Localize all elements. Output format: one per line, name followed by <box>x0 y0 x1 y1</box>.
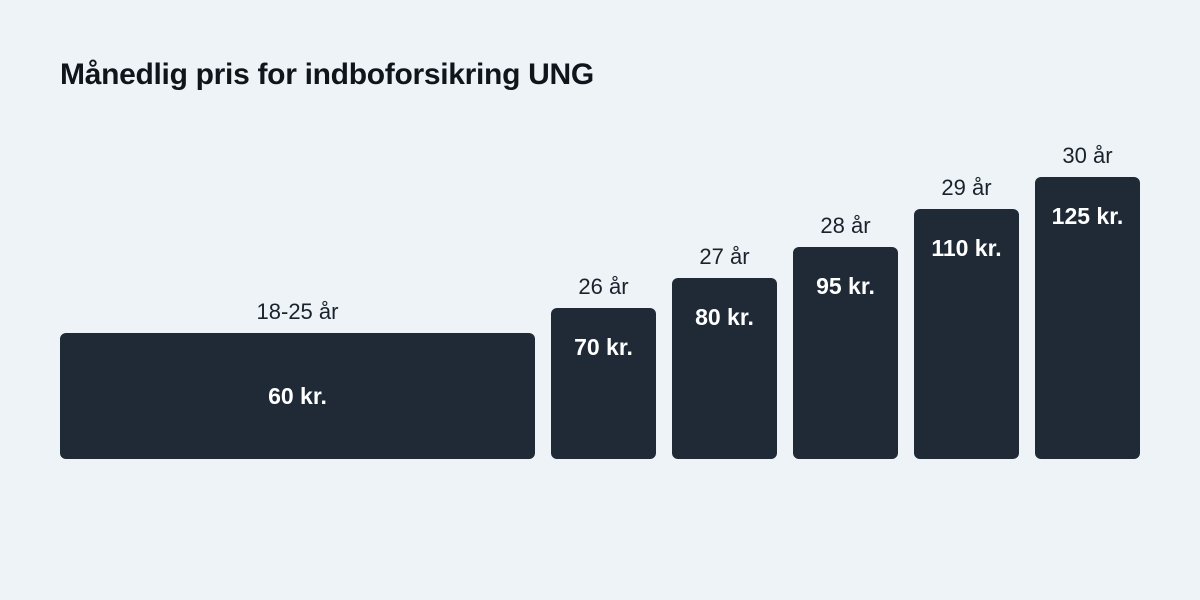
category-label: 28 år <box>820 213 871 238</box>
bar-group-28-år: 28 år 95 kr. <box>793 213 898 459</box>
bar-group-30-år: 30 år 125 kr. <box>1035 143 1140 459</box>
value-label: 110 kr. <box>931 235 1002 261</box>
value-label: 60 kr. <box>268 383 327 409</box>
value-label: 70 kr. <box>574 334 633 360</box>
bar-group-26-år: 26 år 70 kr. <box>551 274 656 459</box>
category-label: 29 år <box>941 175 992 200</box>
bar <box>60 333 535 459</box>
bar <box>914 209 1019 459</box>
bar <box>551 308 656 459</box>
bar <box>672 278 777 459</box>
value-label: 125 kr. <box>1051 203 1124 229</box>
chart-title: Månedlig pris for indboforsikring UNG <box>60 58 594 91</box>
bar <box>793 247 898 459</box>
value-label: 95 kr. <box>816 273 875 299</box>
bar <box>1035 177 1140 459</box>
category-label: 18-25 år <box>256 299 339 324</box>
value-label: 80 kr. <box>695 304 754 330</box>
category-label: 27 år <box>699 244 750 269</box>
bar-group-18-25-år: 18-25 år 60 kr. <box>60 299 535 459</box>
category-label: 26 år <box>578 274 629 299</box>
bar-group-29-år: 29 år 110 kr. <box>914 175 1019 459</box>
category-label: 30 år <box>1062 143 1113 168</box>
bar-group-27-år: 27 år 80 kr. <box>672 244 777 459</box>
